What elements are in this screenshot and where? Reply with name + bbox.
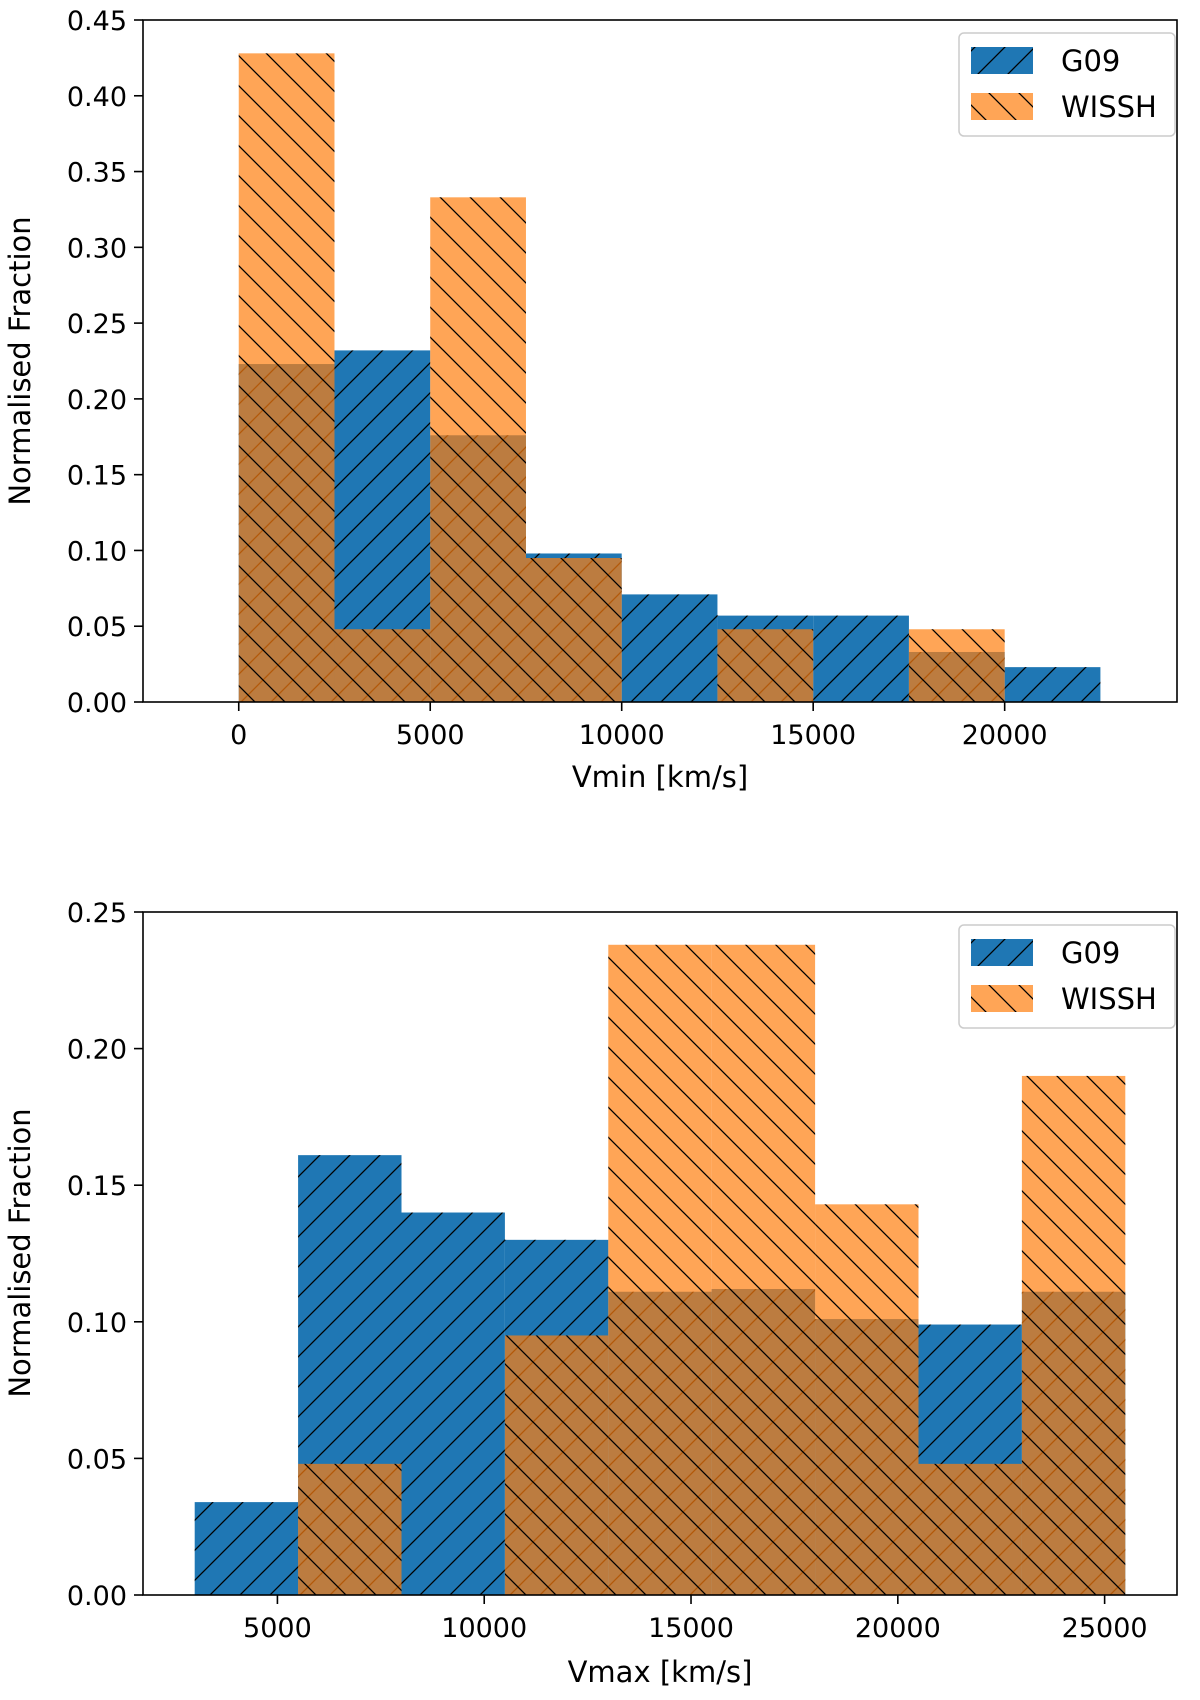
x-tick-label: 5000 [243,1613,312,1644]
bar-hatch [711,944,816,1595]
vmax-legend: G09 WISSH [958,924,1176,1029]
y-tick-label: 0.15 [67,1171,127,1202]
legend-swatch-g09-hatch [971,47,1033,74]
y-tick-label: 0.20 [67,1035,127,1066]
vmax-bar-g09-2 [401,1212,505,1595]
y-tick-label: 0.10 [67,1308,127,1339]
bar-hatch [717,629,814,702]
y-tick-label: 0.35 [67,158,127,189]
vmax-bar-wissh-5 [711,944,816,1595]
y-tick-label: 0.20 [67,385,127,416]
y-tick-label: 0.05 [67,1444,127,1475]
vmax-x-axis-label: Vmax [km/s] [568,1655,753,1689]
x-tick-label: 5000 [396,720,465,751]
vmax-bar-wissh-6 [815,1204,919,1595]
vmin-x-axis-label: Vmin [km/s] [572,760,748,794]
bar-hatch [918,1463,1022,1595]
vmax-histogram-panel: 5000 10000 15000 20000 25000 0.00 0.05 0.10 0.1… [3,898,1178,1689]
bar-hatch [504,1335,609,1595]
vmax-bar-wissh-7 [918,1463,1022,1595]
vmax-bar-wissh-4 [608,944,712,1595]
vmin-bar-wissh-5 [717,629,814,702]
y-tick-label: 0.00 [67,688,127,719]
x-tick-label: 20000 [962,720,1048,751]
x-tick-label: 20000 [855,1613,941,1644]
bar-hatch [401,1212,505,1595]
bar-hatch [525,558,622,702]
vmin-legend: G09 WISSH [958,32,1176,137]
legend-label-wissh: WISSH [1061,90,1157,124]
bar-hatch [194,1502,299,1595]
y-tick-label: 0.05 [67,612,127,643]
bar-hatch [908,629,1005,702]
vmin-y-axis-label: Normalised Fraction [3,216,37,505]
vmin-x-ticks: 0 5000 10000 15000 20000 [230,702,1048,751]
y-tick-label: 0.15 [67,461,127,492]
vmin-y-ticks: 0.00 0.05 0.10 0.15 0.20 0.25 0.30 0.35 0.40 0.45 [67,6,143,719]
vmax-bar-wissh-3 [504,1335,609,1595]
vmin-plot-frame [142,19,1178,703]
bar-hatch [1004,667,1101,702]
vmax-plot-frame [142,911,1178,1596]
bar-hatch [621,594,718,702]
vmin-bar-g09-6 [813,615,909,702]
y-tick-label: 0.00 [67,1581,127,1612]
y-tick-label: 0.25 [67,898,127,929]
vmin-bar-wissh-2 [430,197,526,702]
vmin-bar-wissh-0 [238,53,335,702]
bar-hatch [608,944,712,1595]
vmax-bars [194,944,1126,1595]
legend-label-g09: G09 [1061,936,1120,970]
legend-label-wissh: WISSH [1061,982,1157,1016]
x-tick-label: 15000 [770,720,856,751]
x-tick-label: 25000 [1062,1613,1148,1644]
y-tick-label: 0.30 [67,233,127,264]
x-tick-label: 15000 [648,1613,734,1644]
y-tick-label: 0.10 [67,536,127,567]
bar-hatch [334,629,431,702]
y-tick-label: 0.25 [67,309,127,340]
bar-hatch [298,1463,402,1595]
vmax-y-axis-label: Normalised Fraction [3,1108,37,1397]
vmin-bar-wissh-3 [525,558,622,702]
legend-label-g09: G09 [1061,44,1120,78]
vmin-bar-g09-8 [1004,667,1101,702]
vmin-bar-wissh-1 [334,629,431,702]
x-tick-label: 10000 [579,720,665,751]
vmin-histogram-panel: 0 5000 10000 15000 20000 0.00 0.05 0.10 0.15 0.2… [3,6,1178,794]
vmax-y-ticks: 0.00 0.05 0.10 0.15 0.20 0.25 [67,898,143,1612]
vmax-bar-wissh-8 [1021,1075,1126,1595]
bar-hatch [430,197,526,702]
bar-hatch [815,1204,919,1595]
bar-hatch [813,615,909,702]
vmax-bar-g09-0 [194,1502,299,1595]
legend-swatch-wissh-hatch [971,985,1033,1012]
vmin-bars [238,53,1101,702]
legend-swatch-g09-hatch [971,939,1033,966]
vmax-bar-wissh-1 [298,1463,402,1595]
bar-hatch [238,53,335,702]
y-tick-label: 0.40 [67,82,127,113]
x-tick-label: 10000 [441,1613,527,1644]
vmin-bar-g09-4 [621,594,718,702]
y-tick-label: 0.45 [67,6,127,37]
vmax-x-ticks: 5000 10000 15000 20000 25000 [243,1595,1148,1644]
x-tick-label: 0 [230,720,247,751]
vmin-bar-wissh-7 [908,629,1005,702]
bar-hatch [1021,1075,1126,1595]
legend-swatch-wissh-hatch [971,93,1033,120]
